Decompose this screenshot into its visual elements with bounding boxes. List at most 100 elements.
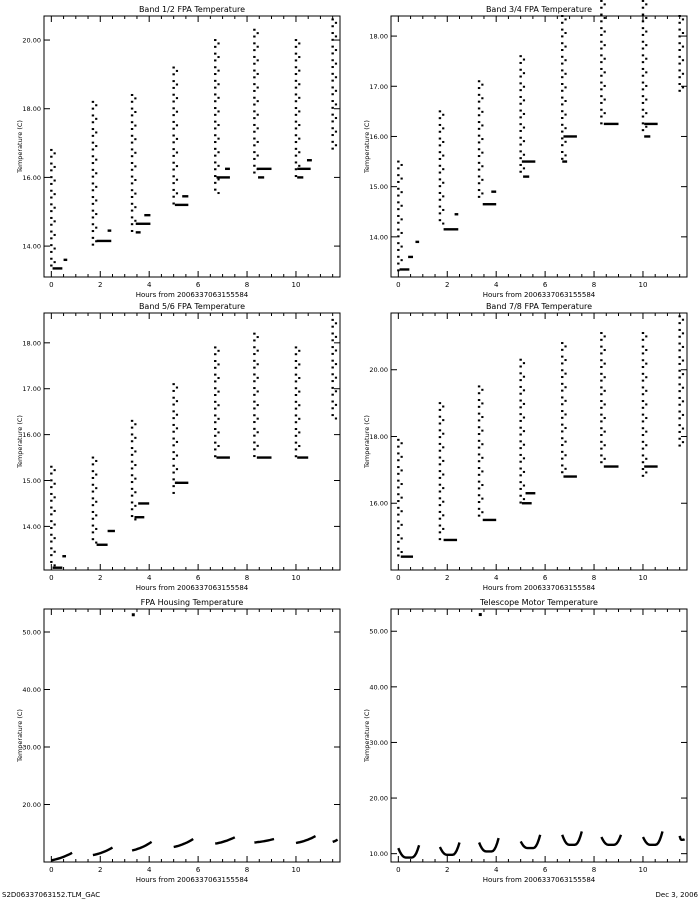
- data-point: [681, 400, 685, 403]
- data-point: [130, 114, 134, 117]
- data-point: [214, 407, 217, 410]
- data-point: [519, 109, 522, 112]
- data-point: [172, 168, 175, 171]
- data-point: [519, 116, 522, 119]
- data-point: [519, 474, 522, 477]
- data-point: [298, 83, 301, 86]
- data-point: [678, 15, 681, 17]
- data-point: [397, 472, 400, 475]
- data-point: [519, 413, 522, 416]
- x-tick-label: 0: [49, 281, 53, 289]
- data-point: [400, 496, 403, 499]
- plot-frame: [390, 15, 688, 278]
- data-point: [253, 96, 256, 99]
- data-point: [256, 154, 259, 157]
- data-point: [522, 470, 526, 473]
- data-point: [641, 122, 645, 125]
- data-point: [442, 208, 445, 211]
- x-tick-label: 0: [396, 866, 400, 874]
- data-point: [172, 423, 175, 426]
- data-point: [172, 430, 175, 433]
- data-point: [519, 75, 522, 78]
- data-point: [438, 415, 442, 418]
- x-tick-label: 4: [147, 866, 152, 874]
- data-point: [641, 400, 645, 403]
- data-point: [400, 163, 403, 166]
- x-axis-label: Hours from 2006337063155584: [136, 876, 249, 884]
- data-point: [600, 115, 603, 118]
- data-point: [95, 473, 98, 476]
- data-point: [256, 100, 259, 103]
- data-point: [253, 76, 256, 79]
- data-point: [561, 49, 564, 51]
- data-point: [641, 461, 645, 464]
- data-point: [519, 365, 522, 368]
- data-point: [561, 110, 564, 113]
- data-point: [641, 427, 645, 430]
- data-point: [564, 59, 567, 62]
- data-point: [678, 21, 681, 24]
- data-point: [91, 202, 95, 205]
- data-point: [477, 107, 481, 110]
- data-point: [438, 422, 442, 425]
- data-point: [477, 467, 481, 470]
- data-point: [600, 352, 603, 355]
- data-point: [134, 450, 137, 453]
- data-point: [217, 83, 220, 86]
- data-point: [442, 500, 445, 503]
- data-point: [253, 393, 256, 396]
- data-trace: [678, 835, 686, 841]
- data-point: [681, 345, 685, 348]
- data-point: [172, 403, 175, 406]
- data-point: [561, 35, 564, 38]
- data-point: [397, 540, 400, 543]
- data-point: [130, 460, 134, 463]
- data-point: [564, 440, 567, 443]
- data-point: [481, 178, 484, 181]
- y-axis-label: Temperature (C): [16, 120, 24, 174]
- data-point: [645, 417, 648, 420]
- data-point: [91, 463, 95, 466]
- data-point: [564, 32, 567, 34]
- data-point: [561, 450, 564, 453]
- y-axis-label: Temperature (C): [363, 709, 371, 763]
- data-point: [130, 121, 134, 124]
- data-point: [256, 45, 259, 48]
- data-point: [397, 167, 400, 170]
- y-tick-label: 15.00: [369, 183, 388, 191]
- data-trace: [397, 844, 421, 859]
- data-point: [253, 28, 256, 31]
- data-point: [134, 464, 137, 467]
- data-point: [397, 201, 400, 204]
- data-point: [438, 436, 442, 439]
- x-tick-label: 2: [98, 574, 102, 582]
- x-tick-label: 10: [292, 866, 301, 874]
- data-point: [172, 134, 175, 137]
- data-point: [561, 369, 564, 372]
- data-point: [294, 141, 298, 144]
- data-point: [645, 125, 648, 128]
- data-point: [481, 470, 484, 473]
- data-point: [641, 338, 645, 341]
- data-point: [600, 379, 603, 382]
- data-point: [603, 16, 606, 19]
- data-point: [172, 66, 175, 69]
- y-tick-label: 50.00: [369, 628, 388, 636]
- y-tick-label: 40.00: [22, 686, 41, 694]
- data-point: [214, 360, 217, 363]
- data-point: [400, 483, 403, 486]
- data-point: [172, 80, 175, 83]
- data-point: [481, 83, 484, 86]
- data-point: [477, 93, 481, 96]
- data-point: [217, 151, 220, 154]
- x-tick-label: 0: [396, 281, 400, 289]
- data-point: [214, 79, 217, 82]
- data-point: [294, 120, 298, 123]
- data-point: [294, 52, 298, 55]
- data-point: [172, 437, 175, 440]
- data-point: [519, 460, 522, 463]
- data-point: [294, 161, 298, 164]
- data-point: [477, 385, 481, 388]
- data-point: [519, 481, 522, 484]
- data-point: [172, 188, 175, 191]
